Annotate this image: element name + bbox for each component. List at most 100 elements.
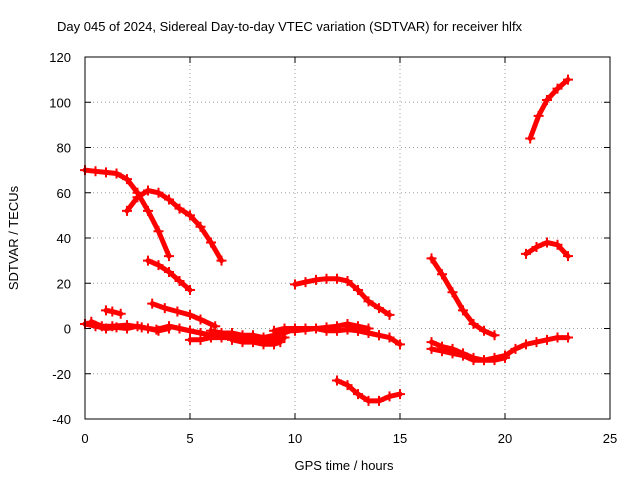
data-point bbox=[258, 339, 269, 350]
data-point bbox=[107, 321, 118, 332]
data-point bbox=[374, 395, 384, 406]
data-point bbox=[185, 325, 195, 336]
y-tick-label: -40 bbox=[52, 412, 71, 427]
series-track-14 bbox=[342, 321, 405, 350]
data-point bbox=[479, 355, 489, 366]
data-point bbox=[164, 251, 174, 262]
y-tick-label: 120 bbox=[49, 50, 71, 65]
data-point bbox=[437, 269, 447, 280]
series-track-22 bbox=[525, 74, 573, 144]
data-point bbox=[374, 303, 384, 314]
data-point bbox=[342, 321, 353, 332]
x-tick-label: 0 bbox=[81, 431, 88, 446]
data-point bbox=[342, 275, 353, 286]
data-point bbox=[107, 306, 118, 317]
data-point bbox=[384, 391, 395, 402]
x-tick-label: 15 bbox=[393, 431, 407, 446]
data-point bbox=[300, 277, 311, 288]
data-point bbox=[531, 242, 542, 253]
data-point bbox=[147, 298, 158, 309]
data-point bbox=[531, 337, 542, 348]
data-point bbox=[164, 321, 174, 332]
data-point bbox=[86, 316, 97, 327]
data-point bbox=[311, 323, 321, 334]
data-point bbox=[195, 314, 206, 325]
data-point bbox=[552, 332, 563, 343]
data-point bbox=[489, 355, 500, 366]
x-tick-label: 25 bbox=[603, 431, 617, 446]
data-point bbox=[458, 305, 468, 316]
x-tick-label: 5 bbox=[186, 431, 193, 446]
chart-title: Day 045 of 2024, Sidereal Day-to-day VTE… bbox=[57, 19, 523, 34]
data-point bbox=[279, 325, 290, 336]
y-tick-label: 60 bbox=[57, 186, 71, 201]
data-point bbox=[332, 325, 342, 336]
data-point bbox=[468, 318, 479, 329]
data-point bbox=[437, 341, 447, 352]
x-tick-label: 10 bbox=[288, 431, 302, 446]
data-point bbox=[447, 287, 458, 298]
data-point bbox=[172, 306, 183, 317]
axis-ticks bbox=[84, 56, 611, 420]
series-track-21 bbox=[521, 237, 573, 262]
data-point bbox=[185, 210, 195, 221]
data-point bbox=[395, 339, 405, 350]
series-track-15 bbox=[290, 273, 395, 320]
data-point bbox=[363, 296, 374, 307]
data-point bbox=[332, 375, 342, 386]
data-point bbox=[353, 285, 363, 296]
data-point bbox=[311, 274, 321, 285]
y-tick-label: -20 bbox=[52, 367, 71, 382]
data-point bbox=[122, 174, 132, 185]
data-point bbox=[542, 94, 552, 105]
data-point bbox=[290, 279, 300, 290]
data-point bbox=[122, 320, 132, 331]
data-point bbox=[269, 339, 279, 350]
data-point bbox=[185, 309, 195, 320]
data-point bbox=[101, 305, 111, 316]
data-point bbox=[525, 133, 536, 144]
series-track-19 bbox=[426, 337, 510, 366]
data-point bbox=[122, 205, 132, 216]
data-point bbox=[185, 285, 195, 296]
data-point bbox=[153, 260, 164, 271]
data-point bbox=[290, 325, 300, 336]
grid-lines bbox=[85, 57, 610, 419]
data-point bbox=[353, 389, 363, 400]
data-point bbox=[136, 322, 147, 333]
x-tick-labels: 0 5 10 15 20 25 bbox=[81, 431, 617, 446]
series-track-20 bbox=[500, 332, 573, 361]
data-point bbox=[447, 343, 458, 354]
y-axis-label: SDTVAR / TECUs bbox=[6, 185, 21, 290]
data-point bbox=[143, 205, 153, 216]
data-point bbox=[132, 192, 143, 203]
data-point bbox=[164, 194, 174, 205]
data-series bbox=[80, 74, 573, 406]
data-point bbox=[552, 239, 563, 250]
data-point bbox=[153, 187, 164, 198]
data-point bbox=[151, 324, 162, 335]
data-point bbox=[384, 332, 395, 343]
data-point bbox=[153, 226, 164, 237]
y-tick-labels: -40 -20 0 20 40 60 80 100 120 bbox=[49, 50, 71, 427]
x-axis-label: GPS time / hours bbox=[295, 458, 394, 473]
data-point bbox=[332, 273, 342, 284]
data-point bbox=[374, 330, 384, 341]
data-point bbox=[563, 251, 573, 262]
series-track-11 bbox=[227, 334, 286, 350]
data-point bbox=[563, 74, 573, 85]
data-point bbox=[195, 334, 206, 345]
series-track-16 bbox=[332, 375, 405, 406]
y-tick-label: 40 bbox=[57, 231, 71, 246]
data-point bbox=[321, 273, 332, 284]
x-tick-label: 20 bbox=[498, 431, 512, 446]
data-point bbox=[227, 334, 237, 345]
data-point bbox=[164, 266, 174, 277]
y-tick-label: 20 bbox=[57, 276, 71, 291]
series-track-17 bbox=[426, 253, 500, 341]
data-point bbox=[321, 325, 332, 336]
data-point bbox=[115, 308, 126, 319]
data-point bbox=[363, 395, 374, 406]
data-point bbox=[458, 348, 468, 359]
